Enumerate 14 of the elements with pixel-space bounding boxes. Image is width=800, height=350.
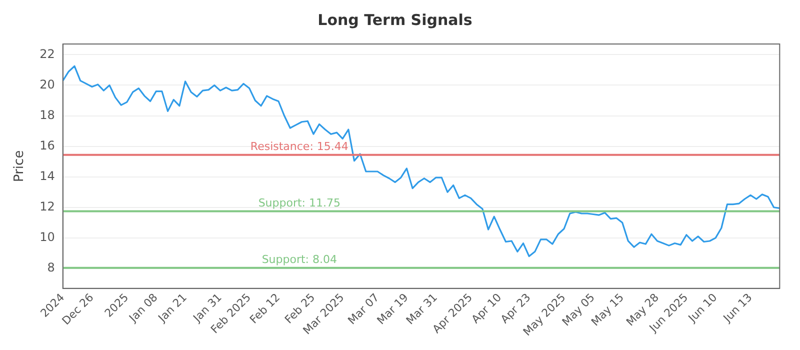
y-tick-label: 22 [40,46,55,61]
y-tick-label: 8 [47,260,55,275]
x-tick-label: Jun 13 [720,290,755,326]
ref-line-label: Support: 8.04 [262,253,338,266]
y-tick-label: 16 [40,138,55,152]
ref-line-label: Resistance: 15.44 [250,140,348,154]
ref-line-label: Support: 11.75 [258,196,341,210]
y-tick-label: 14 [40,168,55,183]
y-tick-label: 20 [40,77,55,92]
y-tick-label: 18 [40,108,55,122]
y-tick-label: 12 [40,200,55,214]
y-tick-label: 10 [40,230,55,244]
chart-title: Long Term Signals [318,10,472,29]
y-axis-title: Price [12,150,28,182]
